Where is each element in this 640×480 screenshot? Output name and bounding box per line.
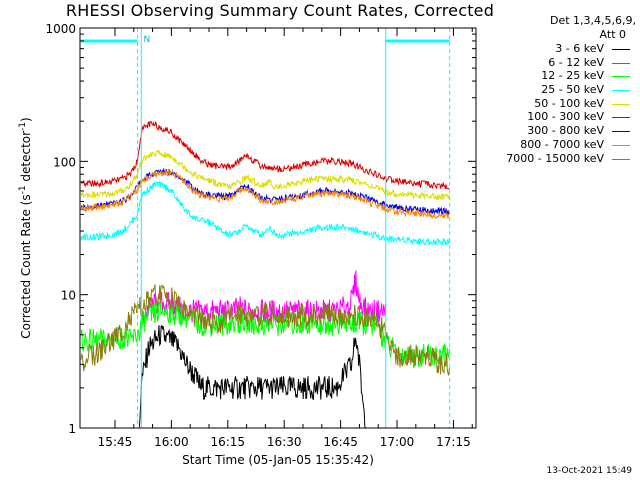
flag-label: N bbox=[144, 35, 151, 45]
legend-label: 25 - 50 keV bbox=[541, 83, 604, 97]
series-line bbox=[80, 149, 450, 201]
legend-swatch bbox=[612, 117, 630, 119]
legend-label: 50 - 100 keV bbox=[534, 96, 604, 110]
x-tick-label: 16:45 bbox=[323, 435, 358, 449]
series-line bbox=[80, 180, 450, 247]
x-tick-label: 16:00 bbox=[154, 435, 189, 449]
x-tick-label: 17:15 bbox=[436, 435, 471, 449]
plot-frame bbox=[79, 27, 477, 429]
y-tick-label: 1000 bbox=[45, 22, 76, 36]
legend-label: 300 - 800 keV bbox=[527, 124, 604, 138]
legend-swatch bbox=[612, 131, 630, 133]
series-line bbox=[80, 167, 450, 220]
legend-item: 800 - 7000 keV bbox=[470, 138, 636, 152]
x-tick-label: 16:30 bbox=[267, 435, 302, 449]
y-tick-label: 10 bbox=[61, 289, 76, 303]
x-tick-label: 16:15 bbox=[210, 435, 245, 449]
legend-item: 7000 - 15000 keV bbox=[470, 152, 636, 166]
chart-title: RHESSI Observing Summary Count Rates, Co… bbox=[65, 1, 495, 20]
legend-item: 50 - 100 keV bbox=[470, 97, 636, 111]
legend-swatch bbox=[612, 144, 630, 146]
legend-swatch bbox=[612, 158, 630, 160]
x-tick-label: 15:45 bbox=[98, 435, 133, 449]
x-tick-label: 17:00 bbox=[380, 435, 415, 449]
legend-swatch bbox=[612, 76, 630, 78]
timestamp: 13-Oct-2021 15:49 bbox=[546, 466, 632, 476]
legend-header-attenuator: Att 0 bbox=[599, 28, 626, 41]
legend-swatch bbox=[612, 90, 630, 92]
legend-item: 25 - 50 keV bbox=[470, 83, 636, 97]
series-line bbox=[80, 120, 450, 190]
legend-label: 800 - 7000 keV bbox=[520, 137, 604, 151]
x-axis-label: Start Time (05-Jan-05 15:35:42) bbox=[182, 453, 374, 467]
y-axis-label: Corrected Count Rate (s-1 detector-1) bbox=[18, 117, 33, 338]
legend-swatch bbox=[612, 103, 630, 105]
legend-label: 3 - 6 keV bbox=[555, 42, 604, 55]
series-line bbox=[138, 324, 367, 429]
legend-item: 12 - 25 keV bbox=[470, 69, 636, 83]
legend-label: 100 - 300 keV bbox=[527, 110, 604, 124]
legend-item: 3 - 6 keV bbox=[470, 42, 636, 56]
y-tick-label: 100 bbox=[53, 155, 76, 169]
legend-item: 300 - 800 keV bbox=[470, 124, 636, 138]
series-line bbox=[140, 270, 387, 329]
series-line bbox=[80, 284, 450, 377]
y-tick-label: 1 bbox=[68, 422, 76, 436]
legend-item: 6 - 12 keV bbox=[470, 56, 636, 70]
legend-item: 100 - 300 keV bbox=[470, 110, 636, 124]
legend: Det 1,3,4,5,6,9, Att 0 3 - 6 keV 6 - 12 k… bbox=[470, 14, 636, 165]
legend-label: 7000 - 15000 keV bbox=[506, 151, 604, 165]
legend-header-detectors: Det 1,3,4,5,6,9, bbox=[549, 14, 636, 27]
legend-label: 12 - 25 keV bbox=[541, 69, 604, 83]
legend-label: 6 - 12 keV bbox=[548, 55, 604, 69]
legend-swatch bbox=[612, 62, 630, 64]
legend-swatch bbox=[612, 49, 630, 50]
